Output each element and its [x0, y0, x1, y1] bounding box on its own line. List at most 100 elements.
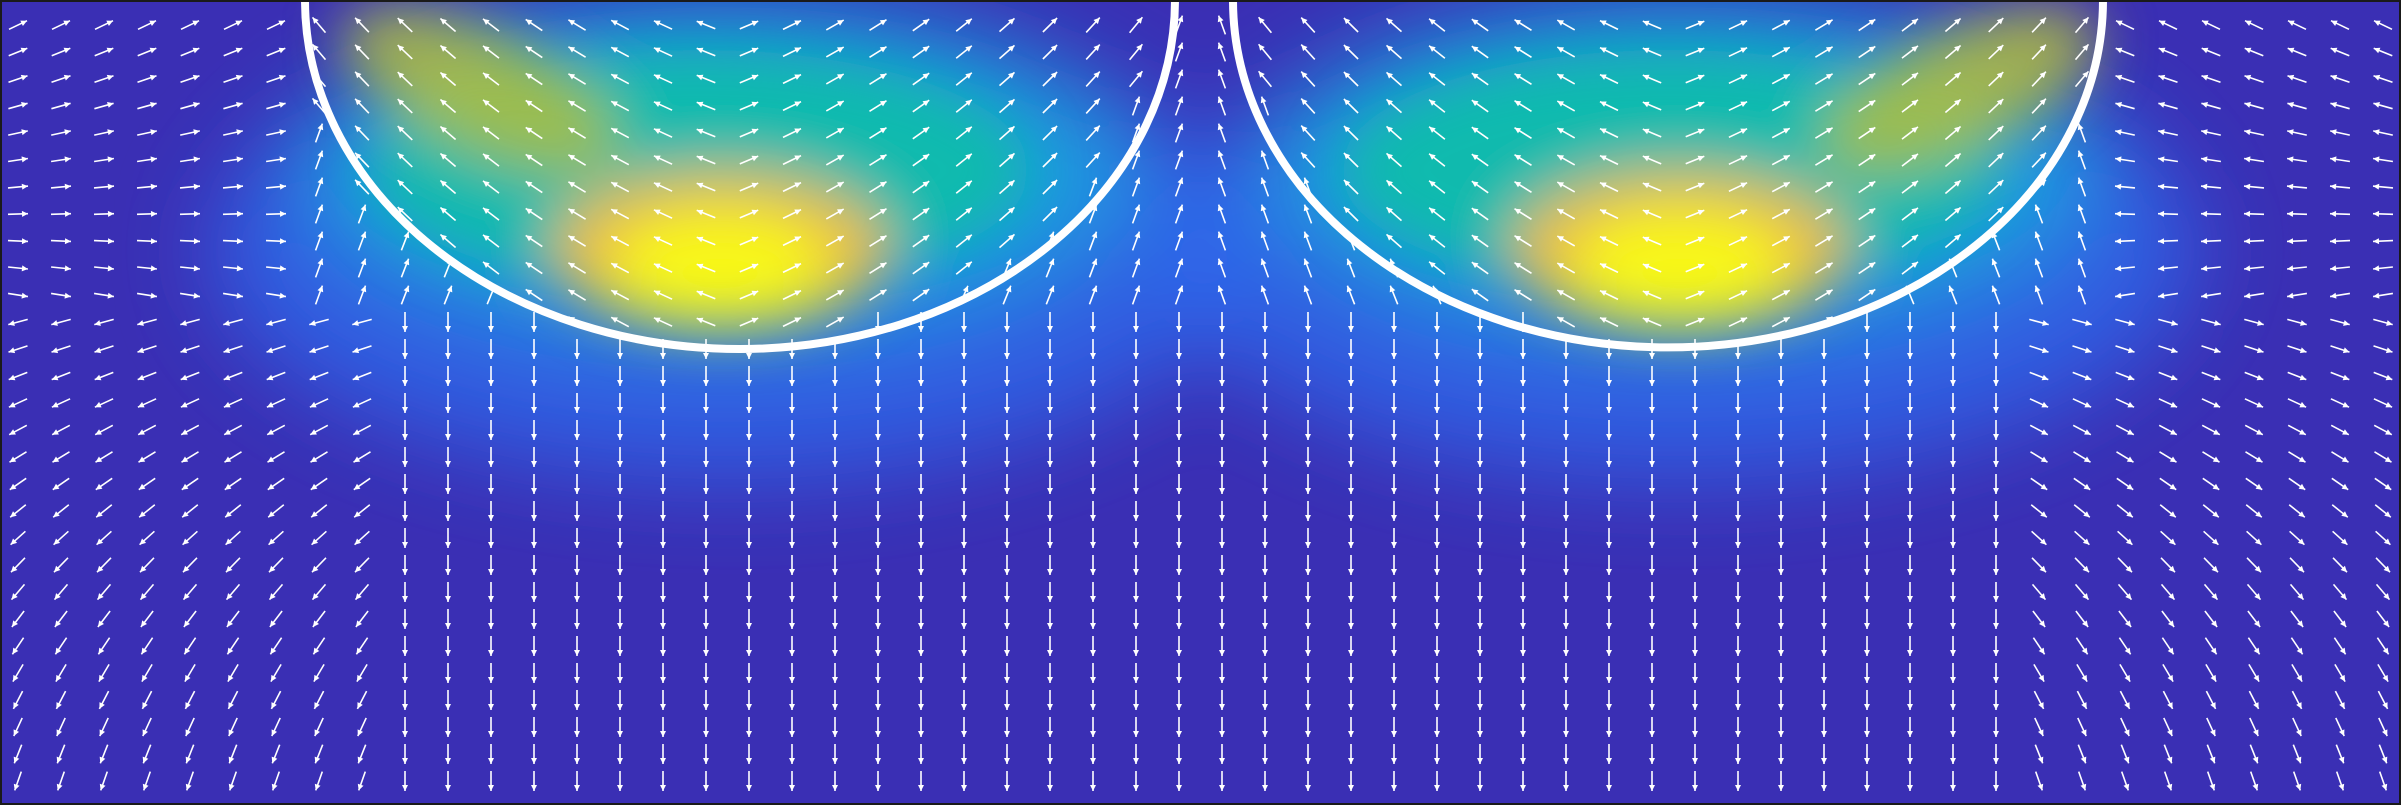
velocity-arrow: [869, 46, 887, 58]
velocity-arrow: [531, 582, 537, 602]
velocity-arrow: [2032, 637, 2046, 655]
velocity-arrow: [567, 154, 587, 166]
velocity-arrow: [223, 74, 243, 83]
velocity-arrow: [825, 100, 845, 112]
velocity-arrow: [2158, 74, 2178, 83]
velocity-arrow: [869, 154, 887, 166]
velocity-arrow: [2244, 318, 2264, 326]
velocity-arrow: [1685, 20, 1705, 30]
velocity-arrow: [439, 71, 457, 87]
velocity-arrow: [2374, 477, 2392, 491]
velocity-arrow: [1606, 501, 1612, 521]
velocity-arrow: [1814, 181, 1834, 193]
velocity-arrow: [1993, 636, 1999, 656]
velocity-arrow: [2329, 183, 2351, 190]
velocity-arrow: [397, 206, 413, 222]
velocity-arrow: [51, 129, 71, 136]
velocity-arrow: [1047, 636, 1053, 656]
velocity-arrow: [1047, 609, 1053, 629]
velocity-arrow: [789, 366, 795, 386]
velocity-arrow: [1649, 636, 1655, 656]
velocity-arrow: [185, 771, 195, 791]
velocity-arrow: [1520, 501, 1526, 521]
velocity-arrow: [1434, 717, 1440, 737]
velocity-arrow: [1735, 582, 1741, 602]
velocity-arrow: [1642, 317, 1662, 327]
velocity-arrow: [660, 528, 666, 548]
velocity-arrow: [1606, 555, 1612, 575]
velocity-arrow: [185, 744, 195, 764]
velocity-arrow: [182, 557, 198, 573]
velocity-arrow: [400, 231, 410, 251]
velocity-arrow: [1520, 717, 1526, 737]
velocity-arrow: [7, 292, 29, 299]
velocity-arrow: [1950, 636, 1956, 656]
velocity-arrow: [2330, 371, 2350, 381]
velocity-arrow: [525, 207, 543, 221]
velocity-arrow: [1520, 555, 1526, 575]
velocity-arrow: [832, 528, 838, 548]
velocity-arrow: [1260, 258, 1270, 278]
velocity-arrow: [1262, 312, 1268, 332]
velocity-arrow: [1004, 501, 1010, 521]
velocity-arrow: [574, 690, 580, 710]
velocity-arrow: [2331, 451, 2349, 463]
velocity-arrow: [1002, 285, 1012, 305]
velocity-arrow: [1606, 420, 1612, 440]
velocity-arrow: [610, 154, 630, 166]
velocity-arrow: [1133, 420, 1139, 440]
velocity-arrow: [222, 292, 244, 299]
velocity-arrow: [2077, 771, 2087, 791]
velocity-arrow: [137, 102, 157, 110]
velocity-arrow: [53, 557, 69, 573]
velocity-arrow: [2162, 690, 2174, 710]
velocity-arrow: [8, 345, 28, 354]
velocity-arrow: [1174, 258, 1184, 278]
velocity-arrow: [309, 318, 329, 326]
velocity-arrow: [2073, 504, 2091, 518]
velocity-arrow: [402, 420, 408, 440]
velocity-arrow: [2334, 663, 2346, 683]
velocity-arrow: [139, 583, 155, 601]
velocity-arrow: [138, 504, 156, 518]
velocity-arrow: [354, 179, 370, 195]
velocity-arrow: [2333, 637, 2347, 655]
velocity-arrow: [567, 208, 587, 220]
velocity-arrow: [660, 501, 666, 521]
velocity-arrow: [1901, 18, 1919, 32]
velocity-arrow: [93, 156, 115, 163]
velocity-arrow: [1950, 420, 1956, 440]
velocity-arrow: [1778, 555, 1784, 575]
velocity-arrow: [1649, 690, 1655, 710]
velocity-arrow: [1428, 126, 1446, 140]
velocity-arrow: [1950, 339, 1956, 359]
velocity-arrow: [1944, 17, 1962, 33]
velocity-arrow: [696, 182, 716, 192]
velocity-arrow: [703, 717, 709, 737]
velocity-arrow: [1428, 261, 1446, 275]
velocity-arrow: [1606, 393, 1612, 413]
velocity-arrow: [1133, 474, 1139, 494]
velocity-arrow: [8, 129, 28, 136]
velocity-arrow: [1391, 366, 1397, 386]
velocity-arrow: [2373, 424, 2393, 436]
velocity-arrow: [2287, 318, 2307, 326]
velocity-arrow: [1642, 74, 1662, 84]
velocity-arrow: [267, 504, 285, 518]
velocity-arrow: [782, 181, 802, 193]
velocity-arrow: [1778, 366, 1784, 386]
velocity-arrow: [2029, 398, 2049, 408]
velocity-arrow: [1771, 100, 1791, 112]
velocity-arrow: [1088, 177, 1098, 197]
velocity-arrow: [660, 555, 666, 575]
velocity-arrow: [445, 366, 451, 386]
velocity-arrow: [439, 98, 457, 114]
velocity-arrow: [1685, 47, 1705, 57]
velocity-arrow: [2160, 530, 2176, 546]
velocity-arrow: [402, 771, 408, 791]
velocity-arrow: [525, 261, 543, 275]
velocity-arrow: [1771, 154, 1791, 166]
velocity-arrow: [1004, 663, 1010, 683]
velocity-arrow: [2201, 345, 2221, 354]
velocity-arrow: [8, 47, 28, 57]
